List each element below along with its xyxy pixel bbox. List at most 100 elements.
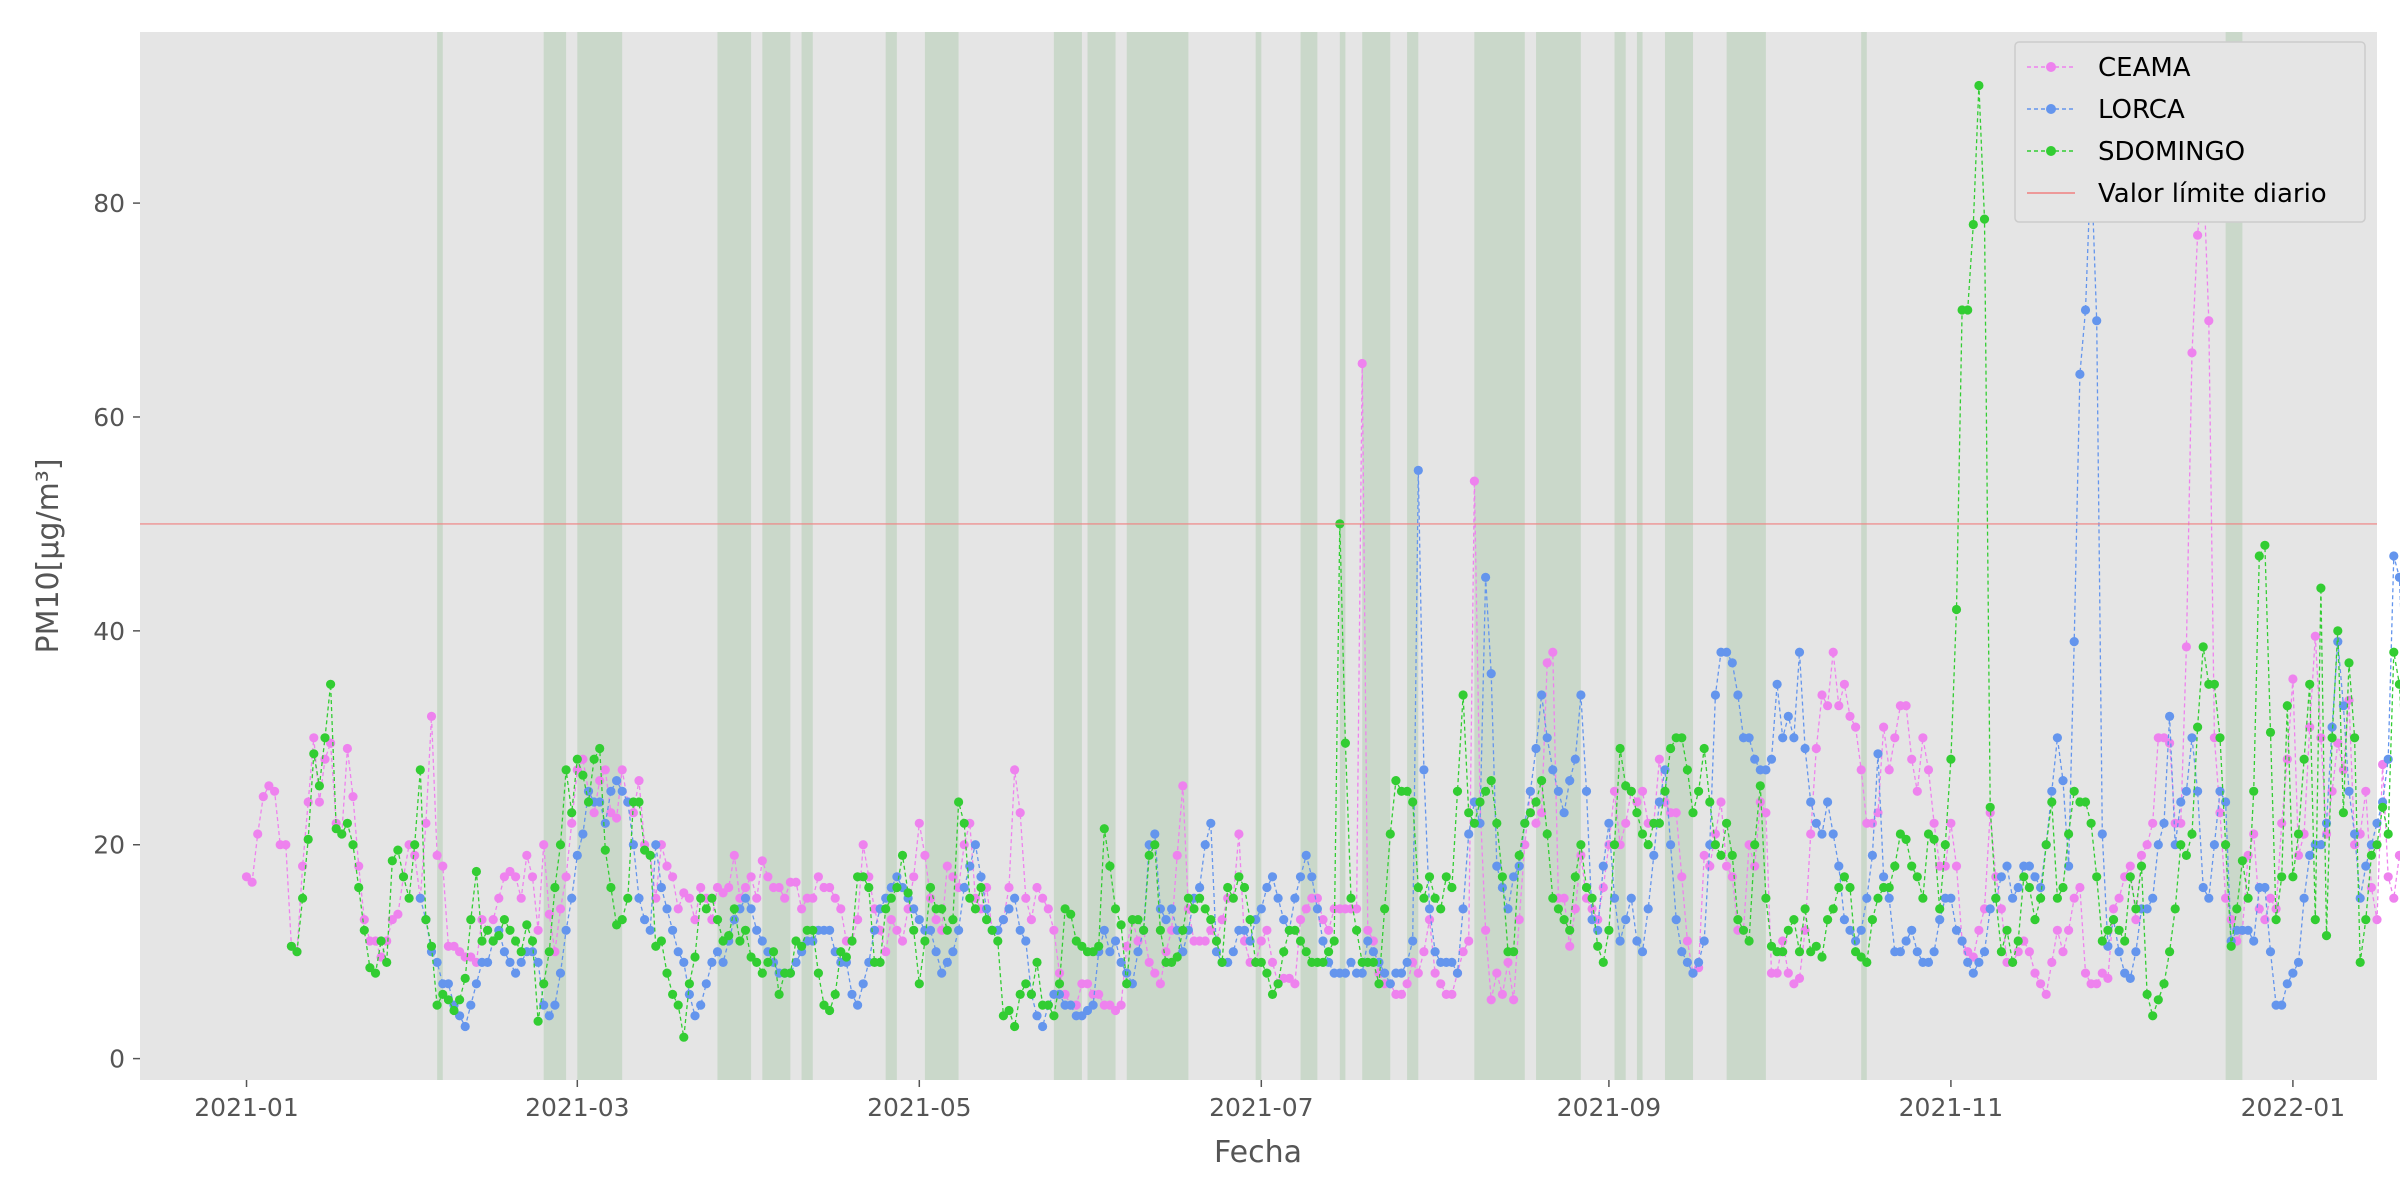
data-point-ceama bbox=[1560, 894, 1569, 903]
data-point-lorca bbox=[1924, 958, 1933, 967]
data-point-lorca bbox=[1419, 765, 1428, 774]
data-point-sdomingo bbox=[2154, 995, 2163, 1004]
data-point-ceama bbox=[1083, 979, 1092, 988]
data-point-lorca bbox=[2053, 733, 2062, 742]
data-point-lorca bbox=[1902, 936, 1911, 945]
data-point-lorca bbox=[2395, 573, 2400, 582]
data-point-sdomingo bbox=[1660, 787, 1669, 796]
data-point-lorca bbox=[1105, 947, 1114, 956]
data-point-sdomingo bbox=[786, 969, 795, 978]
data-point-sdomingo bbox=[876, 958, 885, 967]
data-point-sdomingo bbox=[2221, 840, 2230, 849]
data-point-lorca bbox=[1380, 969, 1389, 978]
data-point-lorca bbox=[1386, 979, 1395, 988]
data-point-ceama bbox=[1728, 872, 1737, 881]
data-point-ceama bbox=[1845, 712, 1854, 721]
data-point-ceama bbox=[1700, 851, 1709, 860]
data-point-sdomingo bbox=[405, 894, 414, 903]
data-point-ceama bbox=[1032, 883, 1041, 892]
data-point-ceama bbox=[752, 894, 761, 903]
data-point-lorca bbox=[2014, 883, 2023, 892]
data-point-lorca bbox=[567, 894, 576, 903]
data-point-lorca bbox=[971, 840, 980, 849]
y-tick-label: 0 bbox=[109, 1045, 125, 1074]
data-point-sdomingo bbox=[382, 958, 391, 967]
data-point-lorca bbox=[2344, 787, 2353, 796]
data-point-lorca bbox=[573, 851, 582, 860]
data-point-ceama bbox=[2187, 348, 2196, 357]
data-point-sdomingo bbox=[1352, 926, 1361, 935]
y-tick-label: 20 bbox=[93, 831, 125, 860]
data-point-ceama bbox=[595, 776, 604, 785]
data-point-lorca bbox=[2070, 637, 2079, 646]
data-point-sdomingo bbox=[2182, 851, 2191, 860]
data-point-lorca bbox=[1290, 894, 1299, 903]
data-point-lorca bbox=[1032, 1011, 1041, 1020]
data-point-sdomingo bbox=[2255, 551, 2264, 560]
data-point-sdomingo bbox=[1066, 910, 1075, 919]
data-point-lorca bbox=[1868, 851, 1877, 860]
data-point-sdomingo bbox=[1941, 840, 1950, 849]
data-point-ceama bbox=[253, 829, 262, 838]
data-point-lorca bbox=[1829, 829, 1838, 838]
data-point-lorca bbox=[1296, 872, 1305, 881]
data-point-ceama bbox=[2064, 926, 2073, 935]
data-point-lorca bbox=[1010, 894, 1019, 903]
data-point-lorca bbox=[747, 904, 756, 913]
data-point-sdomingo bbox=[1716, 851, 1725, 860]
data-point-lorca bbox=[2244, 926, 2253, 935]
data-point-ceama bbox=[1431, 969, 1440, 978]
data-point-sdomingo bbox=[556, 840, 565, 849]
data-point-ceama bbox=[1010, 765, 1019, 774]
data-point-ceama bbox=[315, 797, 324, 806]
data-point-sdomingo bbox=[309, 749, 318, 758]
data-point-sdomingo bbox=[730, 904, 739, 913]
data-point-ceama bbox=[1930, 819, 1939, 828]
data-point-sdomingo bbox=[634, 797, 643, 806]
data-point-sdomingo bbox=[1666, 744, 1675, 753]
data-point-sdomingo bbox=[2266, 728, 2275, 737]
data-point-ceama bbox=[618, 765, 627, 774]
y-tick-label: 40 bbox=[93, 617, 125, 646]
data-point-ceama bbox=[1487, 995, 1496, 1004]
data-point-lorca bbox=[932, 947, 941, 956]
data-point-ceama bbox=[1262, 926, 1271, 935]
data-point-ceama bbox=[590, 808, 599, 817]
data-point-ceama bbox=[1531, 819, 1540, 828]
data-point-lorca bbox=[943, 958, 952, 967]
data-point-ceama bbox=[1145, 958, 1154, 967]
data-point-sdomingo bbox=[1688, 808, 1697, 817]
data-point-sdomingo bbox=[2322, 931, 2331, 940]
data-point-ceama bbox=[2143, 840, 2152, 849]
data-point-sdomingo bbox=[702, 904, 711, 913]
data-point-ceama bbox=[1150, 969, 1159, 978]
data-point-lorca bbox=[1481, 573, 1490, 582]
data-point-sdomingo bbox=[943, 926, 952, 935]
data-point-lorca bbox=[982, 904, 991, 913]
data-point-sdomingo bbox=[606, 883, 615, 892]
data-point-sdomingo bbox=[562, 765, 571, 774]
data-point-sdomingo bbox=[960, 819, 969, 828]
data-point-ceama bbox=[1885, 765, 1894, 774]
data-point-sdomingo bbox=[421, 915, 430, 924]
data-point-lorca bbox=[1531, 744, 1540, 753]
data-point-lorca bbox=[657, 883, 666, 892]
y-tick-label: 80 bbox=[93, 189, 125, 218]
data-point-ceama bbox=[1823, 701, 1832, 710]
data-point-lorca bbox=[1672, 915, 1681, 924]
data-point-sdomingo bbox=[1817, 952, 1826, 961]
data-point-lorca bbox=[483, 958, 492, 967]
data-point-ceama bbox=[2092, 979, 2101, 988]
data-point-lorca bbox=[2047, 787, 2056, 796]
data-point-lorca bbox=[2210, 840, 2219, 849]
data-point-ceama bbox=[270, 787, 279, 796]
data-point-ceama bbox=[1363, 926, 1372, 935]
data-point-sdomingo bbox=[1683, 765, 1692, 774]
data-point-sdomingo bbox=[1139, 926, 1148, 935]
data-point-lorca bbox=[1745, 733, 1754, 742]
data-point-lorca bbox=[1683, 958, 1692, 967]
data-point-sdomingo bbox=[1700, 744, 1709, 753]
data-point-lorca bbox=[472, 979, 481, 988]
data-point-ceama bbox=[2103, 974, 2112, 983]
